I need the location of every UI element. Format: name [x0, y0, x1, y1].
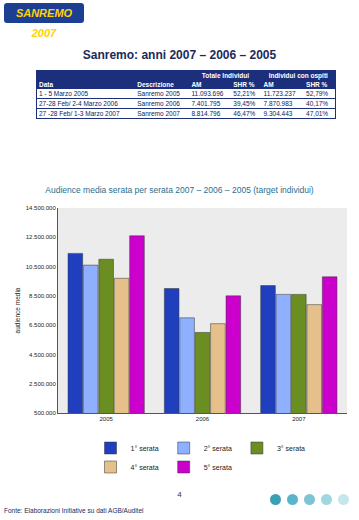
html-text:39,45%: 39,45%: [233, 100, 256, 107]
html-text:Descrizione: Descrizione: [137, 81, 174, 88]
html-text:Sanremo 2005: Sanremo 2005: [137, 90, 180, 97]
svg-text:2007: 2007: [292, 416, 306, 422]
svg-text:10.500.000: 10.500.000: [26, 264, 57, 270]
html-text:8.814.796: 8.814.796: [191, 110, 221, 117]
html-text:47,01%: 47,01%: [306, 110, 329, 117]
html-text:27 -28 Feb/ 1-3 Marzo 2007: 27 -28 Feb/ 1-3 Marzo 2007: [39, 110, 120, 117]
html-text:46,47%: 46,47%: [233, 110, 256, 117]
html-text:Sanremo 2006: Sanremo 2006: [137, 100, 180, 107]
svg-text:14.500.000: 14.500.000: [26, 205, 57, 211]
html-text:4: 4: [177, 490, 182, 499]
html-text:40,17%: 40,17%: [306, 100, 329, 107]
svg-text:8.500.000: 8.500.000: [29, 293, 56, 299]
html-text:Totale Individui: Totale Individui: [201, 72, 249, 79]
svg-text:6.500.000: 6.500.000: [29, 322, 56, 328]
svg-text:Audience media serata per sera: Audience media serata per serata 2007 – …: [45, 185, 314, 195]
html-text:27-28 Feb/ 2-4 Marzo 2006: 27-28 Feb/ 2-4 Marzo 2006: [39, 100, 118, 107]
html-text:Individui con ospiti: Individui con ospiti: [268, 72, 328, 79]
svg-text:4° serata: 4° serata: [131, 464, 159, 471]
html-text:52,79%: 52,79%: [306, 90, 329, 97]
html-text:AM: AM: [191, 81, 202, 88]
html-text:SHR %: SHR %: [306, 81, 328, 88]
html-text:Data: Data: [39, 81, 54, 88]
html-text:AM: AM: [263, 81, 274, 88]
svg-text:2006: 2006: [196, 416, 210, 422]
html-text:1 - 5 Marzo 2005: 1 - 5 Marzo 2005: [39, 90, 89, 97]
svg-text:1° serata: 1° serata: [131, 445, 159, 452]
html-text:SANREMO 2007: SANREMO 2007: [15, 7, 73, 39]
html-text:Sanremo 2007: Sanremo 2007: [137, 110, 180, 117]
html-text:52,21%: 52,21%: [233, 90, 256, 97]
svg-text:3° serata: 3° serata: [277, 445, 305, 452]
svg-text:2005: 2005: [99, 416, 113, 422]
svg-text:12.500.000: 12.500.000: [26, 234, 57, 240]
svg-text:500.000: 500.000: [34, 410, 56, 416]
svg-text:2.500.000: 2.500.000: [29, 381, 56, 387]
svg-text:audience media: audience media: [14, 287, 21, 333]
html-text:SHR %: SHR %: [233, 81, 255, 88]
html-text:9.304.443: 9.304.443: [263, 110, 293, 117]
html-text:7.870.983: 7.870.983: [263, 100, 293, 107]
html-text:Fonte: Elaborazioni Initiative: Fonte: Elaborazioni Initiative su dati A…: [4, 507, 144, 514]
html-text:Sanremo: anni 2007 – 2006 – 20: Sanremo: anni 2007 – 2006 – 2005: [82, 48, 277, 62]
svg-text:5° serata: 5° serata: [204, 464, 232, 471]
html-text:11.093.696: 11.093.696: [191, 90, 224, 97]
svg-text:2° serata: 2° serata: [204, 445, 232, 452]
html-text:11.723.237: 11.723.237: [263, 90, 296, 97]
html-text:7.401.795: 7.401.795: [191, 100, 221, 107]
svg-text:4.500.000: 4.500.000: [29, 352, 56, 358]
